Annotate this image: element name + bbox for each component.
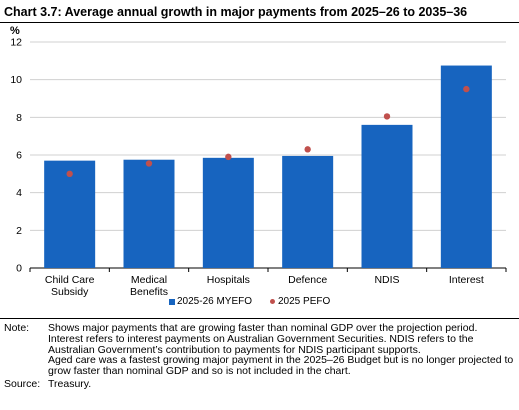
legend-item-pefo: 2025 PEFO (270, 296, 330, 307)
gridlines (30, 41, 506, 269)
y-tick-label: 6 (16, 150, 22, 162)
marker-point (383, 113, 391, 120)
bar (361, 124, 413, 268)
note-line: Aged care was a fastest growing major pa… (48, 354, 514, 378)
bar (282, 155, 334, 268)
bars (44, 65, 492, 269)
chart-title: Chart 3.7: Average annual growth in majo… (4, 5, 468, 19)
x-tick-label: Interest (449, 274, 484, 286)
source-row: Source: Treasury. (4, 379, 516, 390)
x-tick-label: Medical (131, 274, 167, 286)
markers (66, 85, 470, 178)
marker-point (66, 170, 73, 178)
marker-point (225, 153, 232, 161)
title-divider (0, 22, 519, 23)
x-tick-label: Benefits (130, 286, 168, 298)
footer-divider (0, 318, 519, 319)
bar (440, 65, 492, 269)
x-tick-label: Subsidy (51, 286, 89, 298)
x-tick-label: Defence (288, 274, 327, 286)
legend-item-myefo: 2025-26 MYEFO (169, 296, 252, 307)
bar (44, 160, 96, 268)
note-line: Shows major payments that are growing fa… (48, 322, 478, 334)
y-axis-ticks: 0 2 4 6 8 10 12 (10, 37, 22, 275)
y-tick-label: 10 (10, 74, 22, 86)
x-tick-label: Hospitals (207, 274, 250, 286)
bar (123, 159, 175, 268)
legend-label-pefo: 2025 PEFO (278, 296, 331, 307)
x-tick-label: Child Care (45, 274, 95, 286)
source-text: Treasury. (48, 377, 92, 390)
legend-swatch-myefo (169, 298, 175, 305)
legend-label-myefo: 2025-26 MYEFO (177, 296, 253, 307)
marker-point (304, 146, 311, 153)
marker-point (463, 85, 470, 93)
x-tick-label: NDIS (374, 274, 399, 286)
y-tick-label: 8 (16, 112, 22, 124)
y-tick-label: 12 (10, 37, 22, 49)
legend-marker-pefo (270, 299, 275, 304)
bar (202, 157, 254, 268)
y-tick-label: 0 (16, 263, 22, 275)
y-tick-label: 2 (16, 225, 22, 237)
source-label: Source: (4, 377, 41, 390)
y-axis-unit-label: % (10, 25, 20, 37)
note-row: Note: Shows major payments that are grow… (4, 323, 516, 377)
chart-notes: Note: Shows major payments that are grow… (4, 323, 516, 390)
marker-point (145, 160, 153, 167)
note-line: Interest refers to interest payments on … (48, 332, 474, 356)
note-label: Note: (4, 322, 30, 334)
y-tick-label: 4 (16, 187, 22, 199)
note-body: Shows major payments that are growing fa… (48, 323, 516, 377)
